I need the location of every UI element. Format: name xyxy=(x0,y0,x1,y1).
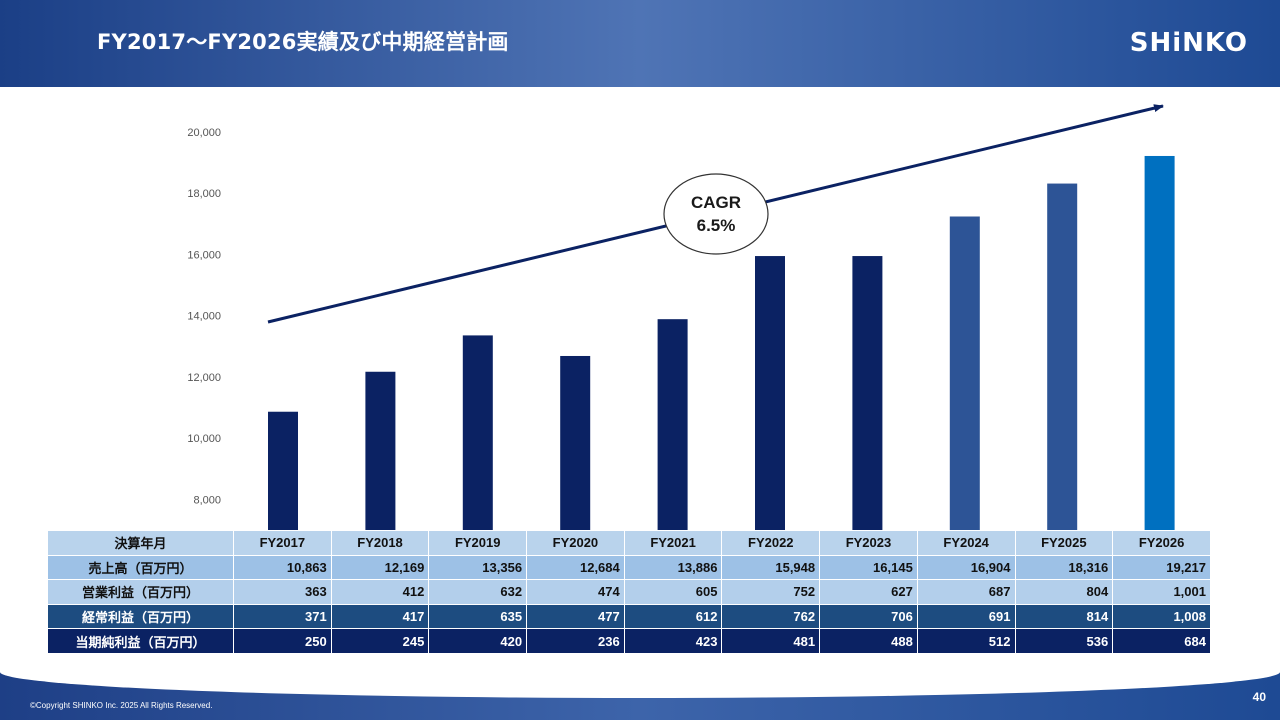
table-cell: 691 xyxy=(916,603,1016,630)
table-cell: 16,904 xyxy=(916,554,1016,581)
table-row: 経常利益（百万円） 371 417 635 477 612 762 706 691 814 1,00… xyxy=(47,603,1211,630)
table-year-header: FY2026 xyxy=(1112,530,1211,556)
table-cell: 706 xyxy=(819,603,918,630)
table-cell: 612 xyxy=(623,603,723,630)
table-cell: 18,316 xyxy=(1014,554,1114,581)
table-cell: 752 xyxy=(721,579,821,605)
bar-fy2017 xyxy=(268,411,298,530)
cagr-value: 6.5% xyxy=(697,216,736,235)
table-cell: 423 xyxy=(623,628,723,654)
table-cell: 420 xyxy=(428,628,528,654)
bar-fy2020 xyxy=(560,355,591,530)
table-cell: 512 xyxy=(916,628,1016,654)
table-row-label: 売上高（百万円） xyxy=(47,554,234,581)
y-tick-label: 10,000 xyxy=(187,433,221,445)
y-tick-label: 20,000 xyxy=(187,127,221,139)
table-cell: 12,684 xyxy=(526,554,625,581)
bar-series xyxy=(268,155,1175,530)
bar-fy2018 xyxy=(365,371,396,530)
table-year-header: FY2017 xyxy=(233,530,332,556)
table-cell: 481 xyxy=(721,628,821,654)
table-cell: 684 xyxy=(1112,628,1211,654)
table-year-header: FY2022 xyxy=(721,530,821,556)
y-axis: 8,000 10,000 12,000 14,000 16,000 18,000 20,00… xyxy=(187,127,221,506)
cagr-ellipse xyxy=(663,173,769,255)
bar-fy2019 xyxy=(462,335,493,530)
table-cell: 635 xyxy=(428,603,528,630)
cagr-label: CAGR xyxy=(691,193,741,212)
revenue-bar-chart: 8,000 10,000 12,000 14,000 16,000 18,000 20,00… xyxy=(187,104,1175,530)
y-tick-label: 14,000 xyxy=(187,311,221,323)
table-cell: 13,886 xyxy=(623,554,723,581)
table-cell: 236 xyxy=(526,628,625,654)
table-cell: 371 xyxy=(233,603,332,630)
table-year-header: FY2021 xyxy=(623,530,723,556)
table-row-label: 経常利益（百万円） xyxy=(47,603,234,630)
table-year-header: FY2025 xyxy=(1014,530,1114,556)
copyright-text: ©Copyright SHINKO Inc. 2025 All Rights R… xyxy=(30,701,213,710)
page-number: 40 xyxy=(1252,690,1266,704)
table-cell: 13,356 xyxy=(428,554,528,581)
bar-fy2026 xyxy=(1144,155,1175,530)
table-cell: 627 xyxy=(819,579,918,605)
bar-fy2023 xyxy=(852,256,883,530)
company-logo: SHiNKO xyxy=(1129,28,1248,58)
y-tick-label: 8,000 xyxy=(193,494,221,506)
table-cell: 10,863 xyxy=(233,554,332,581)
table-year-header: FY2020 xyxy=(526,530,625,556)
table-cell: 762 xyxy=(721,603,821,630)
table-cell: 814 xyxy=(1014,603,1114,630)
table-cell: 19,217 xyxy=(1112,554,1211,581)
table-cell: 488 xyxy=(819,628,918,654)
bar-fy2025 xyxy=(1047,183,1078,530)
page-title: FY2017～FY2026実績及び中期経営計画 xyxy=(97,30,509,54)
table-cell: 605 xyxy=(623,579,723,605)
y-tick-label: 18,000 xyxy=(187,188,221,200)
bar-fy2024 xyxy=(949,216,980,530)
table-cell: 12,169 xyxy=(330,554,430,581)
table-row: 当期純利益（百万円） 250 245 420 236 423 481 488 512 536 684 xyxy=(47,628,1211,654)
table-cell: 474 xyxy=(526,579,625,605)
table-cell: 632 xyxy=(428,579,528,605)
table-cell: 477 xyxy=(526,603,625,630)
table-cell: 412 xyxy=(330,579,430,605)
bar-fy2022 xyxy=(755,256,785,530)
table-year-header: FY2018 xyxy=(330,530,430,556)
table-cell: 250 xyxy=(233,628,332,654)
table-row: 営業利益（百万円） 363 412 632 474 605 752 627 687 804 1,00… xyxy=(47,579,1211,605)
cagr-callout: CAGR 6.5% xyxy=(663,173,769,255)
table-cell: 536 xyxy=(1014,628,1114,654)
table-cell: 1,001 xyxy=(1112,579,1211,605)
bar-fy2021 xyxy=(657,319,688,530)
header-bar: FY2017～FY2026実績及び中期経営計画 SHiNKO xyxy=(0,0,1280,87)
table-cell: 417 xyxy=(330,603,430,630)
table-cell: 1,008 xyxy=(1112,603,1211,630)
table-cell: 16,145 xyxy=(819,554,918,581)
table-cell: 245 xyxy=(330,628,430,654)
table-row: 売上高（百万円） 10,863 12,169 13,356 12,684 13,886 15… xyxy=(47,554,1211,581)
table-body: 売上高（百万円） 10,863 12,169 13,356 12,684 13,886 15… xyxy=(47,554,1211,654)
y-tick-label: 12,000 xyxy=(187,372,221,384)
table-cell: 804 xyxy=(1014,579,1114,605)
y-tick-label: 16,000 xyxy=(187,249,221,261)
table-year-header: FY2024 xyxy=(916,530,1016,556)
table-cell: 687 xyxy=(916,579,1016,605)
table-corner-label: 決算年月 xyxy=(47,530,234,556)
table-year-header: FY2023 xyxy=(819,530,918,556)
financial-table: 決算年月 FY2017 FY2018 FY2019 FY2020 FY2021 FY202… xyxy=(47,530,1211,654)
table-row-label: 営業利益（百万円） xyxy=(47,579,234,605)
table-cell: 363 xyxy=(233,579,332,605)
table-header-row: 決算年月 FY2017 FY2018 FY2019 FY2020 FY2021 FY202… xyxy=(47,530,1211,556)
table-year-header: FY2019 xyxy=(428,530,528,556)
table-cell: 15,948 xyxy=(721,554,821,581)
table-row-label: 当期純利益（百万円） xyxy=(47,628,234,654)
